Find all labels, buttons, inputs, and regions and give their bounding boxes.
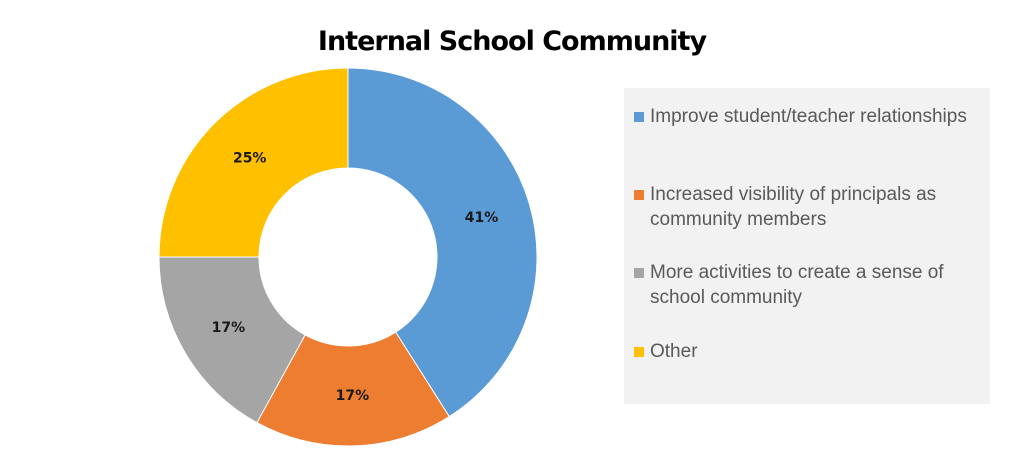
data-label: 17% bbox=[212, 320, 246, 336]
legend-label: More activities to create a sense of sch… bbox=[650, 262, 944, 308]
donut-data-labels: 41% 17% 17% 25% bbox=[212, 151, 499, 404]
donut-chart: 41% 17% 17% 25% bbox=[158, 67, 538, 447]
legend-entry-principal-visibility: Increased visibility of principals as co… bbox=[634, 182, 984, 232]
legend-label: Increased visibility of principals as co… bbox=[650, 184, 937, 230]
legend-entry-community-activities: More activities to create a sense of sch… bbox=[634, 260, 984, 310]
legend-label: Other bbox=[650, 341, 698, 362]
chart-legend: Improve student/teacher relationships In… bbox=[624, 88, 990, 404]
legend-swatch-yellow bbox=[634, 347, 644, 357]
donut-slices bbox=[158, 67, 538, 447]
slice-other bbox=[158, 67, 349, 258]
data-label: 17% bbox=[336, 388, 370, 404]
data-label: 41% bbox=[465, 210, 499, 226]
chart-title: Internal School Community bbox=[317, 26, 707, 57]
slice-improve-relationships bbox=[347, 67, 538, 418]
legend-label: Improve student/teacher relationships bbox=[650, 106, 967, 127]
slice-community-activities bbox=[158, 256, 306, 424]
legend-swatch-gray bbox=[634, 268, 644, 278]
slice-principal-visibility bbox=[256, 331, 450, 447]
legend-swatch-blue bbox=[634, 112, 644, 122]
legend-entry-other: Other bbox=[634, 339, 984, 364]
legend-entry-improve-relationships: Improve student/teacher relationships bbox=[634, 104, 984, 129]
legend-swatch-orange bbox=[634, 190, 644, 200]
data-label: 25% bbox=[233, 151, 267, 167]
